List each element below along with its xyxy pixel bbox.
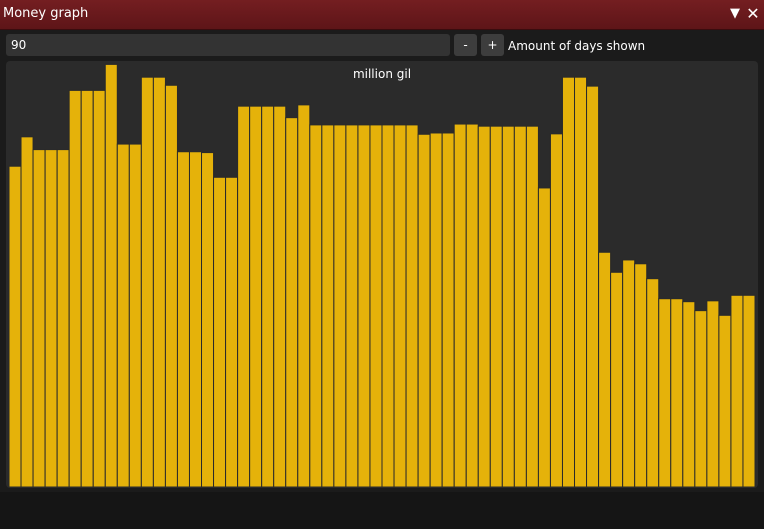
bar-6 bbox=[68, 89, 82, 488]
bar-47 bbox=[561, 76, 576, 488]
window-title: Money graph bbox=[3, 6, 89, 21]
bottom-strip bbox=[0, 492, 764, 529]
bar-28 bbox=[333, 124, 347, 488]
bar-41 bbox=[489, 125, 503, 488]
bar-48 bbox=[574, 76, 588, 488]
bar-21 bbox=[249, 105, 263, 488]
bar-16 bbox=[188, 151, 203, 488]
bar-12 bbox=[140, 76, 154, 488]
bar-54 bbox=[646, 278, 660, 488]
bar-24 bbox=[285, 117, 299, 488]
bar-58 bbox=[694, 310, 708, 488]
bar-29 bbox=[345, 124, 359, 488]
bar-53 bbox=[634, 263, 648, 488]
bar-31 bbox=[369, 124, 383, 488]
bar-43 bbox=[513, 125, 527, 488]
bar-35 bbox=[417, 133, 431, 488]
bar-11 bbox=[128, 143, 142, 488]
money-bar-chart bbox=[8, 63, 756, 488]
bar-8 bbox=[92, 89, 106, 488]
bar-60 bbox=[718, 314, 732, 488]
bar-51 bbox=[610, 271, 624, 488]
bar-50 bbox=[598, 251, 612, 488]
bar-61 bbox=[730, 294, 744, 488]
bar-42 bbox=[501, 125, 515, 488]
bar-23 bbox=[273, 105, 287, 488]
bar-19 bbox=[225, 176, 239, 488]
bar-37 bbox=[441, 132, 455, 488]
bar-5 bbox=[56, 149, 70, 488]
bar-34 bbox=[405, 124, 419, 488]
bar-59 bbox=[706, 300, 720, 488]
toolbar: - + Amount of days shown bbox=[0, 30, 764, 60]
bar-13 bbox=[152, 76, 166, 488]
bar-10 bbox=[116, 143, 130, 488]
bar-38 bbox=[453, 123, 467, 488]
bar-15 bbox=[176, 151, 190, 488]
increase-days-button[interactable]: + bbox=[481, 34, 504, 56]
bar-22 bbox=[261, 105, 275, 488]
bar-36 bbox=[429, 132, 443, 488]
bar-4 bbox=[44, 149, 58, 488]
days-label: Amount of days shown bbox=[508, 39, 646, 53]
chart-panel: million gil bbox=[6, 61, 758, 488]
bar-49 bbox=[586, 85, 600, 488]
days-input[interactable] bbox=[6, 34, 450, 56]
bar-14 bbox=[164, 84, 178, 488]
bar-55 bbox=[658, 298, 672, 488]
bar-1 bbox=[8, 165, 22, 488]
bar-44 bbox=[525, 125, 539, 488]
bar-2 bbox=[20, 136, 34, 488]
bar-57 bbox=[682, 301, 696, 488]
bar-52 bbox=[622, 259, 636, 488]
bar-26 bbox=[309, 124, 323, 488]
bar-27 bbox=[321, 124, 335, 488]
bar-45 bbox=[537, 187, 551, 488]
decrease-days-button[interactable]: - bbox=[454, 34, 477, 56]
bar-62 bbox=[742, 294, 756, 488]
bar-9 bbox=[104, 63, 118, 488]
bar-33 bbox=[393, 124, 407, 488]
bar-32 bbox=[381, 124, 395, 488]
bar-7 bbox=[80, 89, 94, 488]
title-bar[interactable]: Money graph ▼ ✕ bbox=[0, 0, 764, 30]
bar-18 bbox=[213, 176, 227, 488]
bar-20 bbox=[237, 105, 251, 488]
bar-40 bbox=[477, 125, 491, 488]
bar-56 bbox=[670, 298, 684, 488]
bar-17 bbox=[201, 152, 215, 488]
chart-title: million gil bbox=[352, 67, 412, 81]
collapse-icon[interactable]: ▼ bbox=[730, 6, 740, 21]
close-icon[interactable]: ✕ bbox=[746, 4, 760, 23]
bar-39 bbox=[465, 123, 479, 488]
bar-46 bbox=[549, 133, 563, 488]
bar-25 bbox=[297, 104, 311, 488]
bar-3 bbox=[32, 149, 46, 488]
bar-30 bbox=[357, 124, 371, 488]
